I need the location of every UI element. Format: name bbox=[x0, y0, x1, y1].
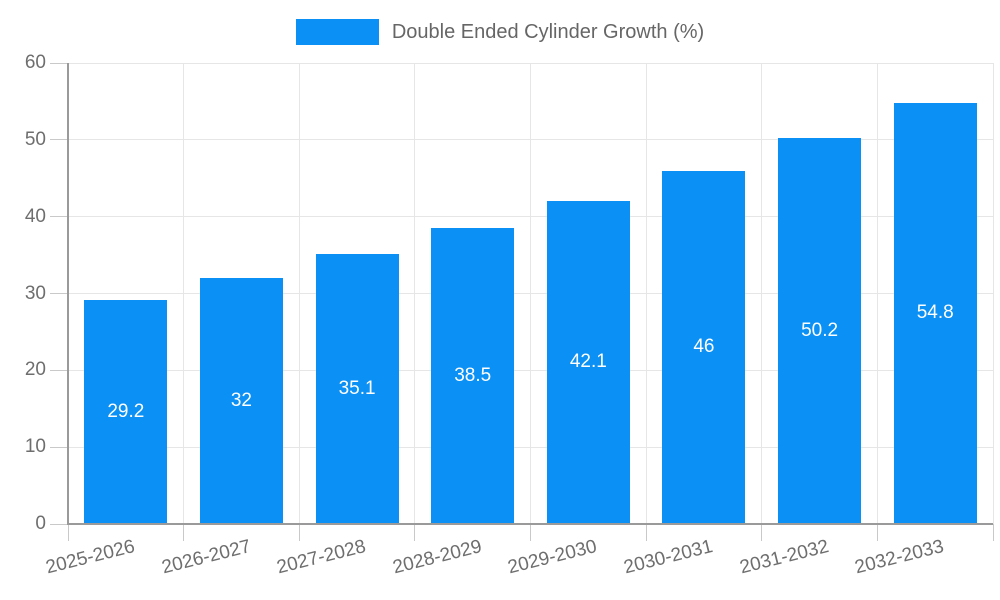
x-gridline bbox=[876, 63, 878, 524]
bar[interactable] bbox=[431, 228, 515, 524]
x-axis-tick bbox=[992, 524, 994, 541]
bar[interactable] bbox=[662, 170, 746, 524]
bar[interactable] bbox=[546, 200, 630, 524]
x-axis-tick bbox=[414, 524, 416, 541]
y-axis-tick bbox=[50, 523, 68, 525]
y-tick-label: 10 bbox=[24, 436, 46, 458]
x-gridline bbox=[414, 63, 416, 524]
x-tick-label: 2032-2033 bbox=[853, 536, 947, 579]
x-tick-label: 2029-2030 bbox=[506, 536, 600, 579]
bar-value-label: 38.5 bbox=[454, 365, 492, 387]
bar-value-label: 32 bbox=[230, 390, 252, 412]
x-axis-tick bbox=[183, 524, 185, 541]
y-axis-tick bbox=[50, 293, 68, 294]
legend[interactable]: Double Ended Cylinder Growth (%) bbox=[0, 12, 1000, 52]
x-axis-tick bbox=[645, 524, 647, 541]
x-tick-label: 2026-2027 bbox=[159, 536, 253, 579]
y-tick-label: 0 bbox=[35, 513, 46, 534]
y-axis-tick bbox=[50, 216, 68, 218]
legend-swatch bbox=[295, 19, 379, 45]
y-tick-label: 30 bbox=[24, 282, 46, 304]
x-tick-label: 2030-2031 bbox=[621, 536, 716, 579]
bar-value-label: 46 bbox=[693, 336, 715, 358]
x-axis-line bbox=[67, 523, 993, 525]
bar-value-label: 29.2 bbox=[107, 400, 145, 422]
x-tick-label: 2027-2028 bbox=[274, 536, 369, 579]
bar-value-label: 35.1 bbox=[338, 378, 376, 400]
bar[interactable] bbox=[199, 278, 283, 524]
bar-value-label: 42.1 bbox=[569, 351, 607, 373]
y-tick-label: 50 bbox=[24, 128, 46, 150]
x-gridline bbox=[298, 63, 300, 524]
x-tick-label: 2025-2026 bbox=[43, 536, 137, 579]
bar[interactable] bbox=[893, 102, 977, 524]
x-axis-tick bbox=[530, 524, 531, 541]
x-axis-tick bbox=[298, 524, 300, 541]
x-tick-label: 2031-2032 bbox=[737, 536, 831, 579]
x-gridline bbox=[761, 63, 763, 524]
bar[interactable] bbox=[315, 254, 399, 524]
y-tick-label: 20 bbox=[24, 359, 46, 381]
x-tick-label: 2028-2029 bbox=[390, 536, 484, 579]
y-tick-label: 60 bbox=[24, 52, 46, 73]
y-axis-tick bbox=[50, 369, 68, 371]
bar-value-label: 50.2 bbox=[801, 320, 839, 342]
x-axis-tick bbox=[761, 524, 763, 541]
x-axis-tick bbox=[67, 524, 69, 541]
x-axis-tick bbox=[876, 524, 878, 541]
x-gridline bbox=[530, 63, 531, 524]
y-tick-label: 40 bbox=[24, 205, 46, 227]
y-axis-tick bbox=[50, 62, 68, 64]
x-gridline bbox=[992, 63, 994, 524]
y-axis-line bbox=[67, 63, 69, 525]
y-axis-tick bbox=[50, 446, 68, 448]
x-gridline bbox=[645, 63, 647, 524]
y-axis-tick bbox=[50, 139, 68, 141]
legend-label: Double Ended Cylinder Growth (%) bbox=[391, 20, 705, 43]
bar[interactable] bbox=[84, 299, 168, 524]
bar[interactable] bbox=[778, 138, 862, 524]
x-gridline bbox=[183, 63, 185, 524]
bar-value-label: 54.8 bbox=[916, 302, 954, 324]
